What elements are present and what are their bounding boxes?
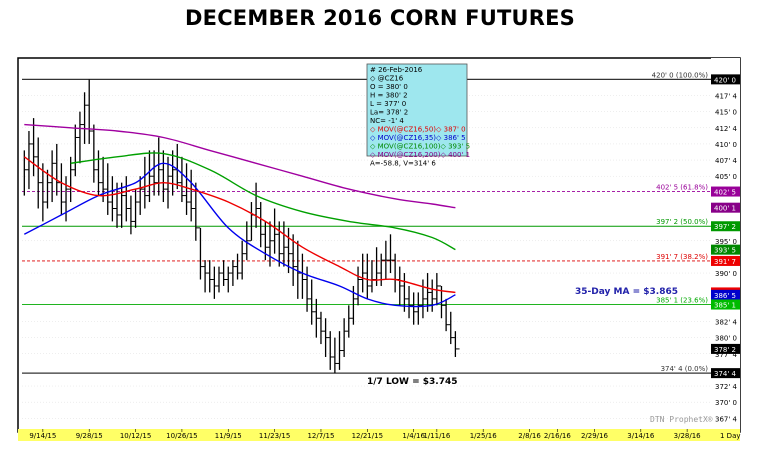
fib-label: 391' 7 (38.2%): [656, 253, 708, 261]
price-tag: [711, 202, 740, 213]
fib-label: 374' 4 (0.0%): [661, 365, 709, 373]
ma-line: [24, 123, 456, 209]
info-line: H = 380' 2: [370, 92, 408, 100]
y-tick-label: 370' 0: [715, 399, 737, 407]
y-tick-label: 407' 4: [715, 157, 738, 165]
chart-title: DECEMBER 2016 CORN FUTURES: [185, 6, 575, 30]
price-tag: [711, 186, 740, 197]
ma35-annotation: 35-Day MA = $3.865: [575, 287, 678, 297]
ma-line: [70, 152, 456, 251]
fib-label: 397' 2 (50.0%): [656, 218, 708, 226]
y-tick-label: 367' 4: [715, 415, 738, 423]
price-tag-label: 397' 2: [714, 223, 736, 231]
info-line: ◇ @CZ16: [370, 75, 404, 83]
x-tick-label: 9/28/15: [76, 432, 103, 440]
info-line: O = 380' 0: [370, 83, 408, 91]
moving-averages: [23, 123, 456, 308]
price-tag: [711, 74, 740, 85]
x-tick-label: 3/14/16: [627, 432, 655, 440]
watermark: DTN ProphetX®: [650, 415, 713, 424]
price-axis-labels: 417' 4 415' 0 412' 4 410' 0 407' 4 405' 0 395'…: [715, 93, 738, 424]
info-ma-line: ◇ MOV(@CZ16,200)◇ 400' 1: [370, 151, 470, 159]
x-tick-label: 12/21/15: [352, 432, 383, 440]
y-tick-label: 382' 4: [715, 318, 738, 326]
y-tick-label: 372' 4: [715, 383, 738, 391]
fib-label: 385' 1 (23.6%): [656, 297, 708, 305]
info-footer: A=-58.8, V=314' 6: [370, 160, 436, 168]
info-line: La= 378' 2: [370, 109, 408, 117]
price-tag-label: 400' 1: [714, 205, 736, 213]
price-tag-label: 402' 5: [714, 189, 736, 197]
price-tag-label: 378' 2: [714, 346, 736, 354]
gridlines: [22, 95, 711, 419]
info-line: NC= -1' 4: [370, 117, 404, 125]
y-tick-label: 405' 0: [715, 173, 737, 181]
date-axis-labels: 9/14/15 9/28/15 10/12/15 10/26/15 11/9/15 11/…: [29, 429, 701, 440]
price-tag: [711, 255, 740, 266]
period-label: 1 Day: [720, 432, 741, 440]
y-tick-label: 412' 4: [715, 125, 738, 133]
fibonacci-lines: 420' 0 (100.0%) 402' 5 (61.8%) 397' 2 (50.…: [22, 71, 711, 374]
price-tag-label: 374' 4: [714, 370, 737, 378]
y-tick-label: 417' 4: [715, 93, 738, 101]
price-tag: [711, 244, 740, 255]
date-axis-panel: [18, 429, 740, 441]
price-tag-label: 386' 5: [714, 292, 736, 300]
y-tick-label: 380' 0: [715, 335, 737, 343]
x-tick-label: 1/4/16: [402, 432, 425, 440]
x-tick-label: 2/29/16: [581, 432, 609, 440]
x-tick-label: 10/12/15: [120, 432, 151, 440]
y-tick-label: 390' 0: [715, 270, 737, 278]
fib-label: 402' 5 (61.8%): [656, 184, 708, 192]
y-tick-label: 415' 0: [715, 109, 737, 117]
price-tag: [711, 368, 740, 379]
x-tick-label: 1/11/16: [423, 432, 451, 440]
price-tag: [711, 299, 740, 310]
x-tick-label: 11/23/15: [259, 432, 290, 440]
x-tick-label: 10/26/15: [166, 432, 197, 440]
info-ma-line: ◇ MOV(@CZ16,50)◇ 387' 0: [370, 126, 466, 134]
low-annotation: 1/7 LOW = $3.745: [367, 377, 457, 387]
x-tick-label: 12/7/15: [307, 432, 334, 440]
x-tick-label: 1/25/16: [470, 432, 498, 440]
info-ma-line: ◇ MOV(@CZ16,100)◇ 393' 5: [370, 143, 470, 151]
x-tick-label: 2/16/16: [544, 432, 572, 440]
ma-line: [23, 162, 456, 308]
y-tick-label: 395' 0: [715, 238, 737, 246]
price-tag: [711, 343, 740, 354]
price-tag-label: 420' 0: [714, 76, 736, 84]
price-tag-label: 385' 1: [714, 302, 736, 310]
x-tick-label: 2/8/16: [518, 432, 541, 440]
price-tag-label: 393' 5: [714, 247, 736, 255]
fib-label: 420' 0 (100.0%): [652, 71, 709, 79]
y-tick-label: 377' 4: [715, 351, 738, 359]
price-tag-label: 391' 7: [714, 258, 736, 266]
info-line: L = 377' 0: [370, 100, 406, 108]
y-tick-label: 410' 0: [715, 141, 737, 149]
info-ma-line: ◇ MOV(@CZ16,35)◇ 386' 5: [370, 134, 466, 142]
x-tick-label: 3/28/16: [674, 432, 702, 440]
ma-line: [23, 156, 456, 294]
x-tick-label: 11/9/15: [215, 432, 242, 440]
price-tag: [711, 221, 740, 232]
x-tick-label: 9/14/15: [29, 432, 56, 440]
info-line: # 26-Feb-2016: [370, 66, 423, 74]
price-tag: [711, 289, 740, 300]
